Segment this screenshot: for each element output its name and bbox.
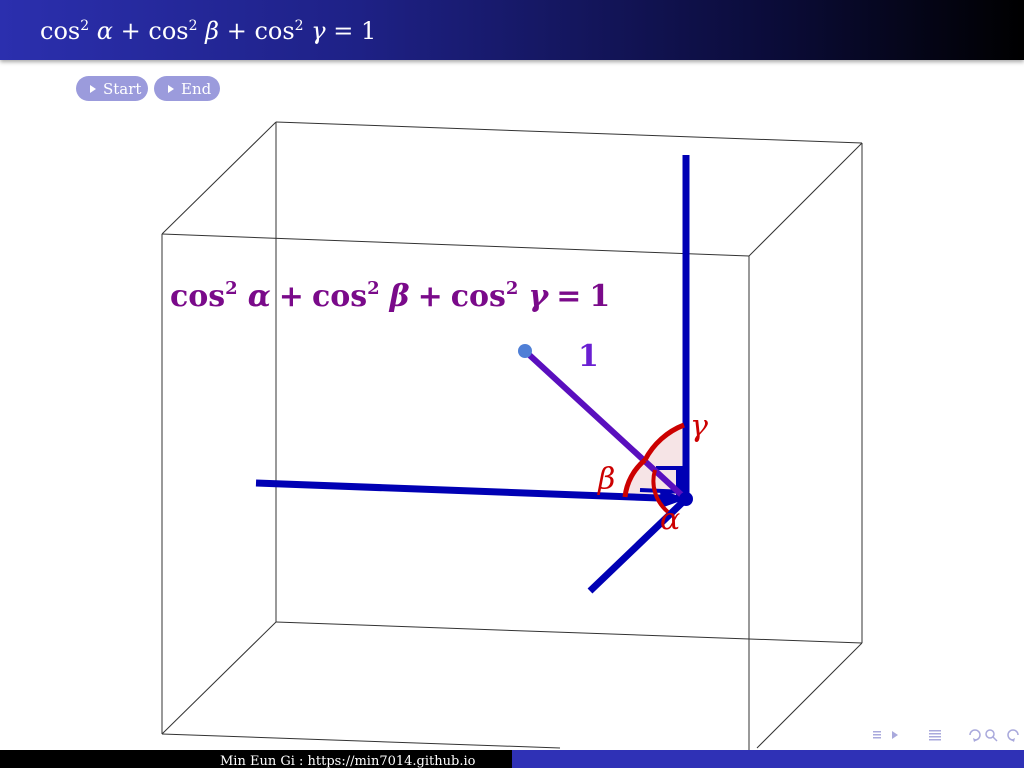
- box-edge: [275, 621, 863, 644]
- title-beta: β: [205, 17, 220, 45]
- end-button[interactable]: End: [154, 76, 220, 101]
- gamma-label: γ: [690, 409, 708, 444]
- beta-arc: [622, 458, 647, 498]
- box-edge: [161, 621, 277, 735]
- section-icon[interactable]: [928, 728, 942, 742]
- unit-length-label: 1: [578, 339, 599, 374]
- formula-token: β: [389, 279, 410, 314]
- title-sup-3: 2: [294, 18, 304, 34]
- beta-label: β: [597, 462, 615, 497]
- formula-token: cos: [451, 279, 506, 314]
- title-cos-1: cos: [40, 17, 81, 45]
- bounding-box: [161, 121, 863, 760]
- title-sup-1: 2: [80, 18, 90, 34]
- title-cos-2: cos: [148, 17, 189, 45]
- title-plus-2: +: [226, 17, 247, 45]
- frame-nav[interactable]: [872, 728, 902, 742]
- formula-token: +: [418, 279, 443, 314]
- box-edge: [275, 121, 863, 144]
- alpha-arc: [651, 469, 670, 514]
- formula-token: =: [556, 279, 581, 314]
- gamma-arc: [642, 422, 685, 462]
- box-edge: [748, 142, 863, 257]
- box-edge: [161, 733, 561, 749]
- slide-title: cos2 α + cos2 β + cos2 γ = 1: [40, 17, 376, 45]
- formula-token: γ: [528, 279, 549, 314]
- box-edge: [756, 642, 863, 749]
- search-nav[interactable]: [968, 728, 1022, 742]
- title-alpha: α: [96, 17, 113, 45]
- play-icon: [168, 84, 174, 93]
- search-icon[interactable]: [968, 728, 1022, 742]
- end-button-label: End: [181, 79, 212, 98]
- title-one: 1: [360, 17, 377, 45]
- x-axis: [587, 496, 689, 594]
- formula-token: 2: [506, 278, 519, 299]
- footer-left: [0, 750, 512, 768]
- formula-token: 2: [367, 278, 380, 299]
- section-nav[interactable]: [928, 728, 942, 742]
- formula-token: cos: [312, 279, 367, 314]
- title-gamma: γ: [311, 17, 326, 45]
- title-plus-1: +: [120, 17, 141, 45]
- title-cos-3: cos: [254, 17, 295, 45]
- start-button-label: Start: [103, 79, 142, 98]
- box-edge: [161, 121, 277, 235]
- title-equals: =: [333, 17, 354, 45]
- header-bar: cos2 α + cos2 β + cos2 γ = 1: [0, 0, 1024, 60]
- footer-credit[interactable]: Min Eun Gi : https://min7014.github.io: [220, 754, 476, 769]
- y-axis: [255, 479, 687, 503]
- footer-bar: Min Eun Gi : https://min7014.github.io: [0, 750, 1024, 769]
- z-axis-arrowhead: [676, 470, 686, 498]
- play-icon: [90, 84, 96, 93]
- gamma-angle-fill: [645, 425, 684, 499]
- formula-token: 2: [225, 278, 238, 299]
- formula-token: α: [248, 279, 271, 314]
- frame-prev-icon[interactable]: [872, 728, 902, 742]
- origin-point: [679, 492, 693, 506]
- vector-endpoint[interactable]: [518, 344, 532, 358]
- footer-right: [512, 750, 1024, 768]
- y-axis-arrowhead: [660, 489, 686, 508]
- formula-label: cos2 α + cos2 β + cos2 γ = 1: [170, 278, 610, 314]
- formula-token: cos: [170, 279, 225, 314]
- unit-vector: [522, 348, 689, 502]
- title-sup-2: 2: [188, 18, 198, 34]
- formula-token: 1: [589, 279, 610, 314]
- formula-token: +: [279, 279, 304, 314]
- alpha-label: α: [660, 502, 680, 537]
- start-button[interactable]: Start: [76, 76, 148, 101]
- box-edge: [161, 233, 750, 257]
